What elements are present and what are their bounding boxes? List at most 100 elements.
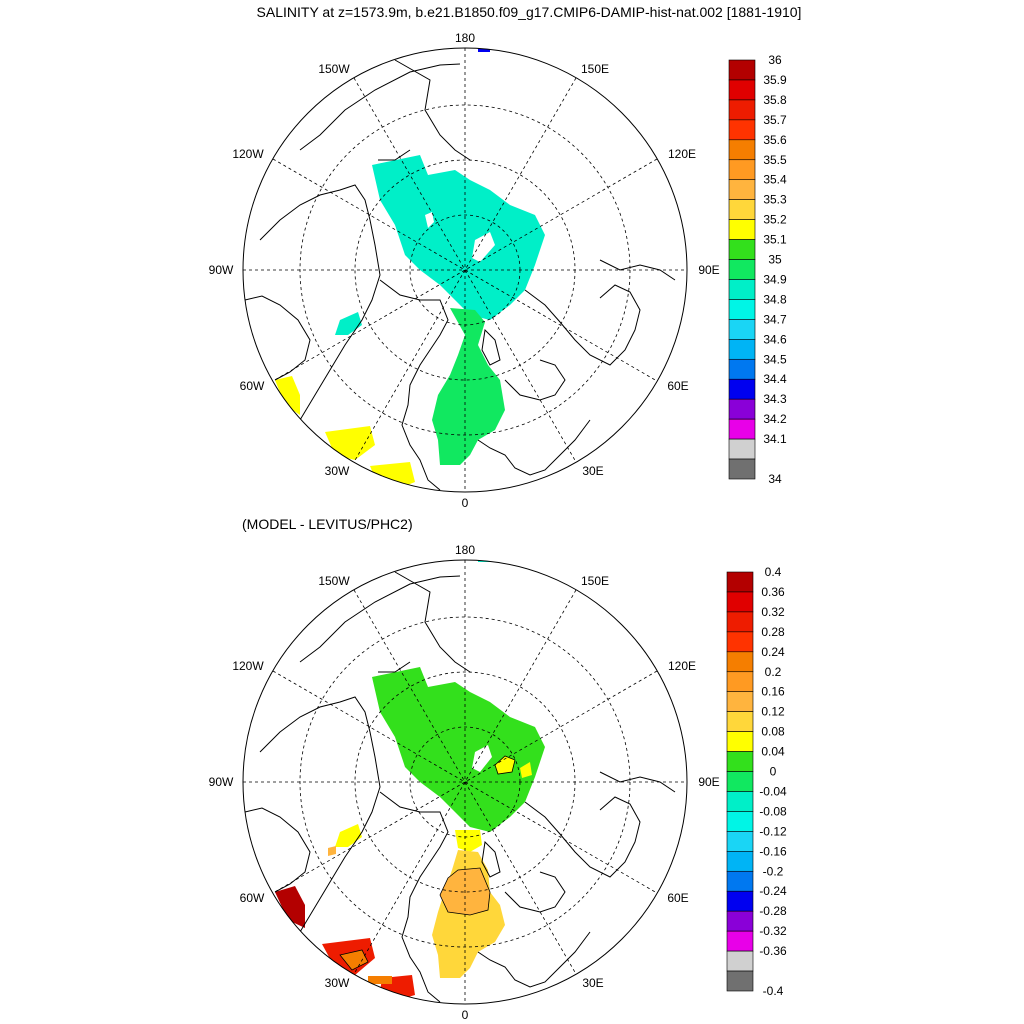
colorbar-swatch [726, 811, 754, 832]
colorbar-swatch [728, 239, 756, 260]
page-title: SALINITY at z=1573.9m, b.e21.B1850.f09_g… [256, 4, 802, 20]
colorbar-label: 0.2 [765, 665, 782, 679]
labrador-sea-patch [335, 824, 362, 847]
lon-label-90w: 90W [209, 775, 234, 789]
colorbar-swatch [728, 458, 756, 480]
colorbar-label: 0.08 [761, 725, 785, 739]
colorbar-label: 35.7 [763, 113, 787, 127]
colorbar-swatch [728, 259, 756, 280]
colorbar-label: 34 [768, 472, 782, 486]
graticule [243, 560, 687, 1004]
colorbar-label: 34.5 [763, 352, 787, 366]
colorbar-label: 35.4 [763, 173, 787, 187]
colorbar-label: 34.9 [763, 272, 787, 286]
colorbar-label: 35.5 [763, 153, 787, 167]
lon-label-60e: 60E [667, 891, 688, 905]
colorbar-label: 35 [768, 253, 782, 267]
colorbar-label: -0.2 [763, 864, 784, 878]
colorbar-swatch [726, 691, 754, 712]
colorbar-label: 34.6 [763, 332, 787, 346]
colorbar-label: 34.2 [763, 412, 787, 426]
difference-field [244, 560, 676, 1003]
colorbar-label: 35.2 [763, 213, 787, 227]
lon-label-60e: 60E [667, 379, 688, 393]
colorbar-label: -0.28 [759, 904, 787, 918]
colorbar-label: 35.9 [763, 73, 787, 87]
colorbar-swatch [728, 358, 756, 380]
arctic-basin-patch [372, 667, 545, 832]
lon-label-120e: 120E [668, 659, 696, 673]
colorbar-label: -0.4 [763, 984, 784, 998]
arctic-basin-patch [372, 155, 545, 320]
colorbar-label: 0.04 [761, 745, 785, 759]
labrador-sea-patch [335, 312, 362, 335]
colorbar-label: -0.32 [759, 924, 787, 938]
colorbar-label: -0.08 [759, 804, 787, 818]
colorbar-label: 0.28 [761, 625, 785, 639]
colorbar-salinity: 36 35.9 35.8 35.7 35.6 35.5 35.4 35.3 35.2 35.1 35… [728, 53, 787, 486]
lon-label-150e: 150E [581, 574, 609, 588]
colorbar-swatch [728, 398, 756, 420]
lon-label-30w: 30W [325, 464, 350, 478]
colorbar-label: 0.16 [761, 685, 785, 699]
colorbar-swatch [726, 711, 754, 732]
colorbar-difference: 0.4 0.36 0.32 0.28 0.24 0.2 0.16 0.12 0.08 0.04 0 -… [726, 565, 787, 998]
colorbar-swatch [726, 651, 754, 673]
colorbar-swatch [728, 179, 756, 200]
colorbar-label: 34.4 [763, 372, 787, 386]
colorbar-swatch [728, 438, 756, 460]
colorbar-swatch [726, 870, 754, 892]
lon-label-90e: 90E [698, 775, 719, 789]
salinity-field [244, 48, 676, 491]
colorbar-label: -0.12 [759, 824, 787, 838]
colorbar-label: 35.6 [763, 133, 787, 147]
colorbar-swatch [726, 930, 754, 952]
colorbar-label: -0.36 [759, 944, 787, 958]
colorbar-label: 0.24 [761, 645, 785, 659]
lon-label-90w: 90W [209, 263, 234, 277]
colorbar-swatch [726, 791, 754, 812]
colorbar-label: -0.04 [759, 784, 787, 798]
colorbar-swatch [728, 319, 756, 340]
colorbar-label: 0.36 [761, 585, 785, 599]
colorbar-swatch [728, 339, 756, 360]
colorbar-label: 35.8 [763, 93, 787, 107]
nordic-seas-patch [432, 308, 505, 465]
colorbar-swatch [726, 591, 754, 613]
colorbar-swatch [726, 731, 754, 752]
salinity-difference-map: 180 150E 120E 90E 60E 30E 0 30W 60W 90W … [209, 543, 720, 1022]
lon-label-30w: 30W [325, 976, 350, 990]
lon-label-120w: 120W [232, 147, 264, 161]
colorbar-swatch [728, 199, 756, 220]
longitude-labels: 180 150E 120E 90E 60E 30E 0 30W 60W 90W … [209, 543, 720, 1022]
atlantic-patch-3 [370, 462, 415, 490]
panel-subtitle: (MODEL - LEVITUS/PHC2) [242, 516, 413, 532]
colorbar-swatch [728, 219, 756, 240]
colorbar-swatch [726, 631, 754, 653]
colorbar-label: 0.12 [761, 705, 785, 719]
lon-label-180: 180 [455, 31, 475, 45]
graticule [243, 48, 687, 492]
colorbar-swatch [726, 671, 754, 693]
colorbar-swatch [726, 831, 754, 852]
lon-label-30e: 30E [582, 464, 603, 478]
colorbar-swatch [728, 59, 756, 81]
colorbar-swatch [728, 418, 756, 440]
lon-label-150w: 150W [318, 62, 350, 76]
lon-label-90e: 90E [698, 263, 719, 277]
colorbar-label: 0.4 [765, 565, 782, 579]
lon-label-120e: 120E [668, 147, 696, 161]
colorbar-swatch [726, 890, 754, 912]
colorbar-label: 35.3 [763, 193, 787, 207]
colorbar-swatch [728, 79, 756, 101]
colorbar-swatch [728, 299, 756, 320]
colorbar-swatch [728, 279, 756, 300]
lon-label-150e: 150E [581, 62, 609, 76]
colorbar-swatch [726, 571, 754, 593]
colorbar-swatch [728, 378, 756, 400]
longitude-labels: 180 150E 120E 90E 60E 30E 0 30W 60W 90W … [209, 31, 720, 510]
colorbar-label: 34.3 [763, 392, 787, 406]
map-boundary [242, 559, 688, 1005]
lon-label-150w: 150W [318, 574, 350, 588]
